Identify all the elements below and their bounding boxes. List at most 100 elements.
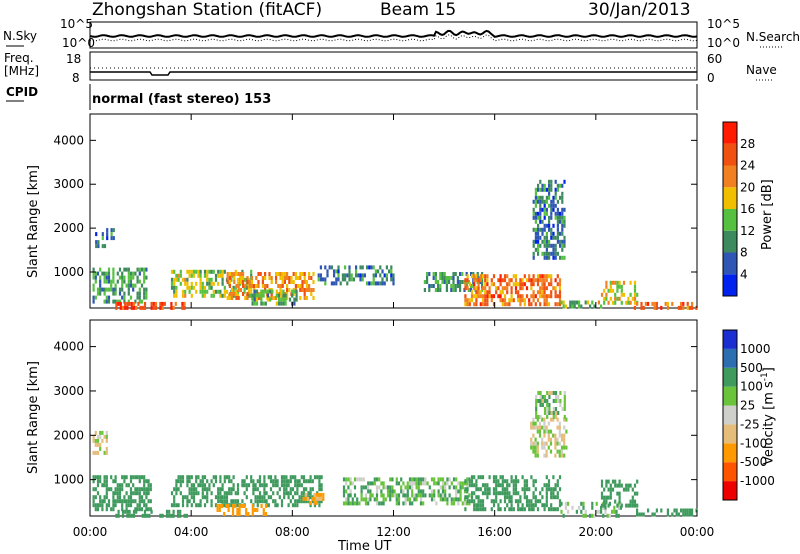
power-echo-cell (269, 289, 272, 294)
velocity-echo-cell (360, 489, 363, 494)
power-echo-cell (539, 187, 542, 192)
velocity-echo-cell (353, 477, 357, 482)
velocity-echo-cell (565, 445, 568, 450)
power-echo-cell (184, 289, 187, 294)
power-echo-cell (545, 278, 548, 283)
velocity-echo-cell (389, 489, 392, 494)
velocity-echo-cell (175, 487, 178, 492)
power-echo-cell (584, 300, 587, 305)
velocity-echo-cell (506, 495, 509, 500)
velocity-echo-cell (530, 441, 533, 446)
power-echo-cell (481, 298, 485, 303)
power-echo-cell (385, 273, 388, 278)
power-echo-cell (125, 283, 128, 288)
velocity-echo-cell (117, 513, 120, 518)
velocity-echo-cell (206, 479, 209, 484)
power-echo-cell (172, 305, 175, 310)
power-echo-cell (138, 271, 141, 276)
velocity-echo-cell (149, 499, 152, 504)
velocity-echo-cell (236, 503, 240, 508)
power-echo-cell (242, 272, 245, 276)
velocity-echo-cell (470, 499, 474, 504)
velocity-echo-cell (495, 475, 498, 480)
power-echo-cell (550, 243, 553, 248)
power-echo-cell (503, 302, 507, 307)
velocity-echo-cell (203, 475, 207, 480)
velocity-echo-cell (538, 425, 542, 430)
velocity-echo-cell (525, 499, 529, 504)
velocity-echo-cell (150, 509, 153, 514)
velocity-echo-cell (149, 487, 152, 492)
velocity-echo-cell (219, 487, 222, 492)
power-echo-cell (521, 294, 524, 299)
power-echo-cell (250, 284, 253, 288)
velocity-echo-cell (554, 453, 557, 458)
velocity-echo-cell (503, 487, 507, 492)
velocity-echo-cell (285, 475, 288, 480)
power-echo-cell (545, 251, 548, 256)
power-echo-cell (299, 296, 302, 300)
power-echo-cell (532, 251, 535, 256)
power-echo-cell (441, 272, 444, 276)
power-echo-cell (497, 278, 500, 283)
power-echo-cell (190, 273, 193, 278)
velocity-echo-cell (535, 403, 538, 407)
power-echo-cell (246, 296, 249, 300)
power-echo-cell (339, 281, 342, 286)
velocity-echo-cell (256, 479, 259, 484)
power-echo-cell (250, 276, 253, 280)
power-echo-cell (137, 301, 140, 306)
velocity-echo-cell (541, 395, 544, 399)
power-echo-cell (561, 223, 564, 228)
power-echo-cell (514, 282, 518, 287)
velocity-echo-cell (313, 500, 316, 505)
velocity-echo-cell (556, 483, 559, 488)
velocity-echo-cell (554, 495, 557, 500)
power-echo-cell (214, 277, 218, 282)
power-echo-cell (559, 255, 562, 260)
velocity-echo-cell (580, 501, 583, 506)
power-echo-cell (521, 278, 524, 283)
velocity-echo-cell (627, 487, 630, 492)
velocity-echo-cell (386, 489, 390, 494)
velocity-echo-cell (497, 479, 500, 484)
velocity-echo-cell (364, 501, 368, 506)
velocity-echo-cell (105, 430, 108, 435)
power-echo-cell (183, 301, 186, 306)
power-echo-cell (437, 280, 440, 284)
power-echo-cell (475, 294, 478, 299)
power-echo-cell (554, 251, 557, 256)
velocity-echo-cell (228, 491, 231, 496)
power-echo-cell (499, 290, 502, 295)
power-echo-cell (246, 280, 249, 284)
power-echo-cell (464, 278, 467, 283)
power-echo-cell (558, 282, 562, 287)
velocity-echo-cell (605, 495, 608, 500)
velocity-echo-cell (126, 509, 129, 514)
velocity-echo-cell (136, 487, 139, 492)
velocity-echo-cell (536, 445, 539, 450)
velocity-echo-cell (422, 493, 425, 498)
power-echo-cell (203, 273, 207, 278)
power-echo-cell (233, 280, 236, 284)
velocity-echo-cell (219, 479, 222, 484)
power-echo-cell (552, 255, 555, 260)
velocity-echo-cell (96, 450, 100, 455)
power-echo-cell (532, 282, 535, 287)
velocity-colorbar-title-sup: -1 (760, 372, 770, 382)
power-echo-cell (562, 300, 565, 305)
velocity-echo-cell (554, 437, 557, 442)
power-echo-cell (110, 287, 113, 292)
power-echo-cell (112, 291, 115, 296)
power-echo-cell (262, 301, 265, 306)
power-echo-cell (136, 291, 139, 296)
power-echo-cell (530, 286, 533, 291)
power-echo-cell (539, 294, 542, 299)
velocity-echo-cell (114, 475, 117, 480)
power-echo-cell (326, 273, 329, 278)
velocity-echo-cell (565, 417, 568, 422)
power-echo-cell (175, 273, 178, 278)
power-echo-cell (348, 265, 351, 270)
power-colorbar-swatch (723, 274, 737, 296)
velocity-echo-cell (132, 499, 135, 504)
